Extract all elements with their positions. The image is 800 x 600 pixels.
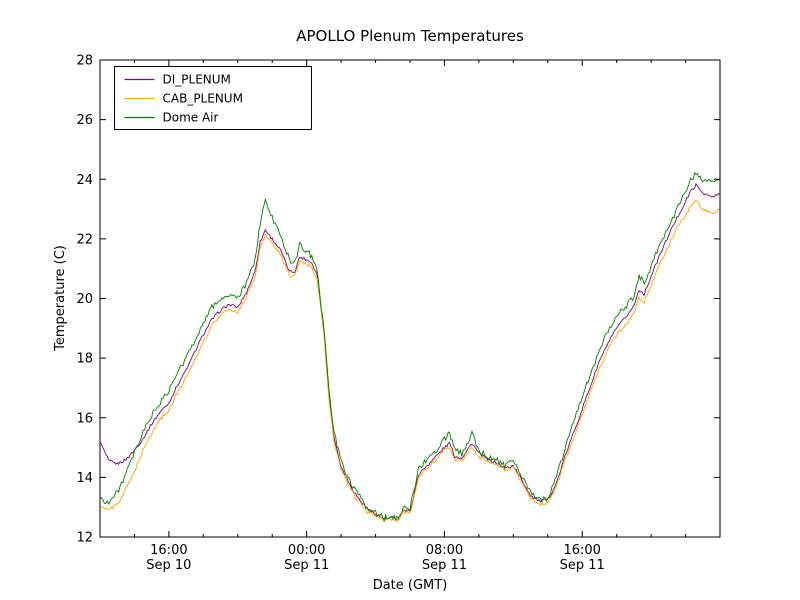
legend-label-Dome-Air: Dome Air <box>163 111 219 125</box>
x-tick-label-date: Sep 11 <box>284 558 329 573</box>
y-tick-label: 12 <box>76 531 93 546</box>
series-line-CAB_PLENUM <box>99 199 721 523</box>
x-tick-label-time: 16:00 <box>150 543 187 558</box>
series-line-Dome-Air <box>99 171 721 522</box>
y-tick-label: 20 <box>76 292 93 307</box>
x-axis-label: Date (GMT) <box>373 578 448 593</box>
x-tick-label-time: 00:00 <box>288 543 325 558</box>
plot-frame <box>99 59 721 538</box>
legend-label-DI_PLENUM: DI_PLENUM <box>163 73 231 87</box>
y-tick-label: 16 <box>76 411 93 426</box>
y-tick-label: 26 <box>76 113 93 128</box>
x-tick-label-time: 16:00 <box>563 543 600 558</box>
x-tick-label-date: Sep 11 <box>560 558 605 573</box>
chart-title: APOLLO Plenum Temperatures <box>296 27 524 45</box>
x-tick-label-date: Sep 11 <box>422 558 467 573</box>
y-tick-label: 14 <box>76 471 93 486</box>
legend-label-CAB_PLENUM: CAB_PLENUM <box>163 92 243 106</box>
series-line-DI_PLENUM <box>99 182 721 521</box>
y-axis-label: Temperature (C) <box>53 245 68 352</box>
y-tick-label: 28 <box>76 54 93 69</box>
y-tick-label: 22 <box>76 232 93 247</box>
y-tick-label: 24 <box>76 173 93 188</box>
x-tick-label-time: 08:00 <box>426 543 463 558</box>
y-tick-label: 18 <box>76 352 93 367</box>
x-tick-label-date: Sep 10 <box>146 558 191 573</box>
